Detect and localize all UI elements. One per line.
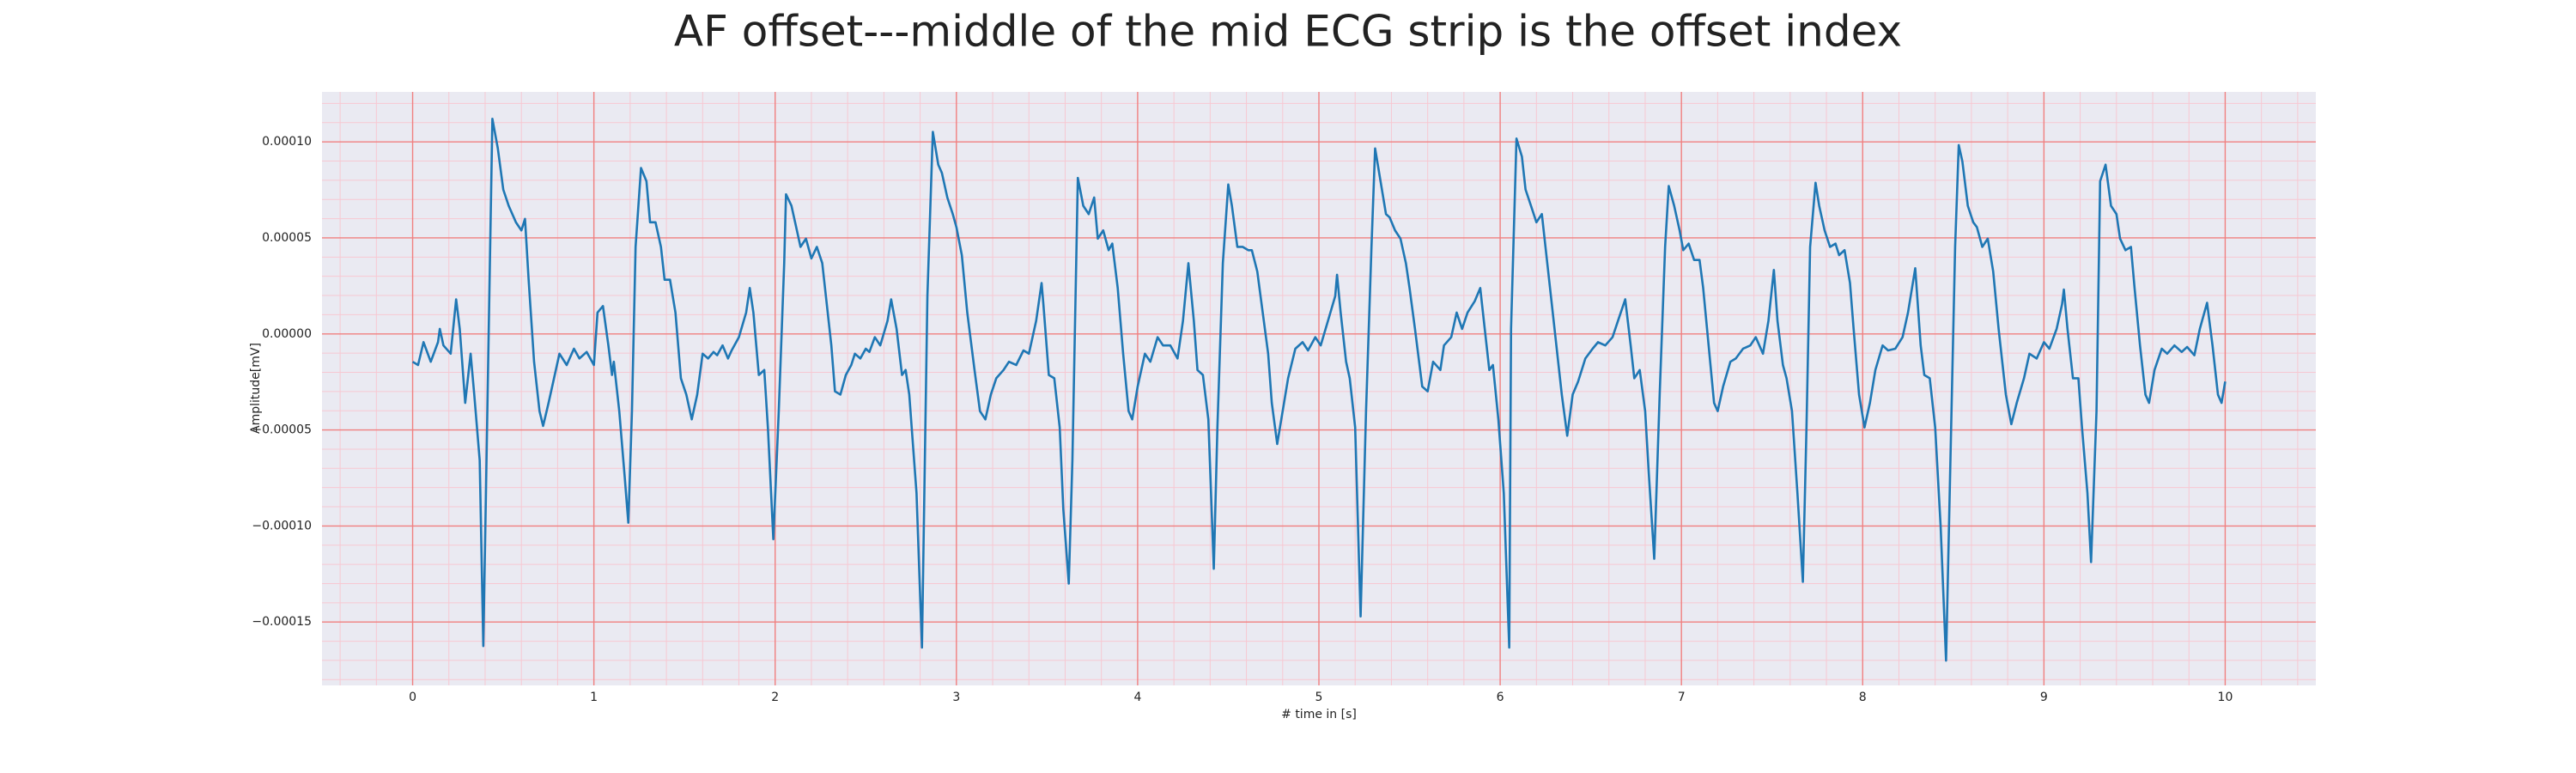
- data: [411, 118, 2227, 662]
- y-tick-label: 0.00005: [262, 231, 312, 245]
- x-tick-label: 2: [771, 691, 779, 704]
- chart-title: AF offset---middle of the mid ECG strip …: [674, 7, 1902, 57]
- grid: [322, 92, 2316, 685]
- x-tick-label: 4: [1133, 691, 1141, 704]
- x-tick-label: 5: [1315, 691, 1323, 704]
- ecg-line: [411, 118, 2227, 662]
- y-tick-label: 0.00010: [262, 135, 312, 149]
- x-tick-label: 6: [1497, 691, 1504, 704]
- x-tick-label: 9: [2040, 691, 2048, 704]
- x-tick-label: 0: [409, 691, 416, 704]
- ticks: 0 1 2 3 4 5 6 7 8 9 10 0.00010 0.00005 0.00000 −0.0000…: [252, 135, 2233, 704]
- y-tick-label: −0.00005: [252, 423, 312, 437]
- y-tick-label: −0.00010: [252, 519, 312, 533]
- x-tick-label: 7: [1678, 691, 1686, 704]
- y-axis-label: Amplitude[mV]: [249, 343, 263, 434]
- x-tick-label: 10: [2218, 691, 2233, 704]
- x-tick-label: 3: [952, 691, 960, 704]
- x-axis-label: # time in [s]: [1281, 708, 1357, 721]
- y-tick-label: −0.00015: [252, 615, 312, 629]
- x-tick-label: 8: [1859, 691, 1867, 704]
- y-tick-label: 0.00000: [262, 327, 312, 341]
- x-tick-label: 1: [590, 691, 598, 704]
